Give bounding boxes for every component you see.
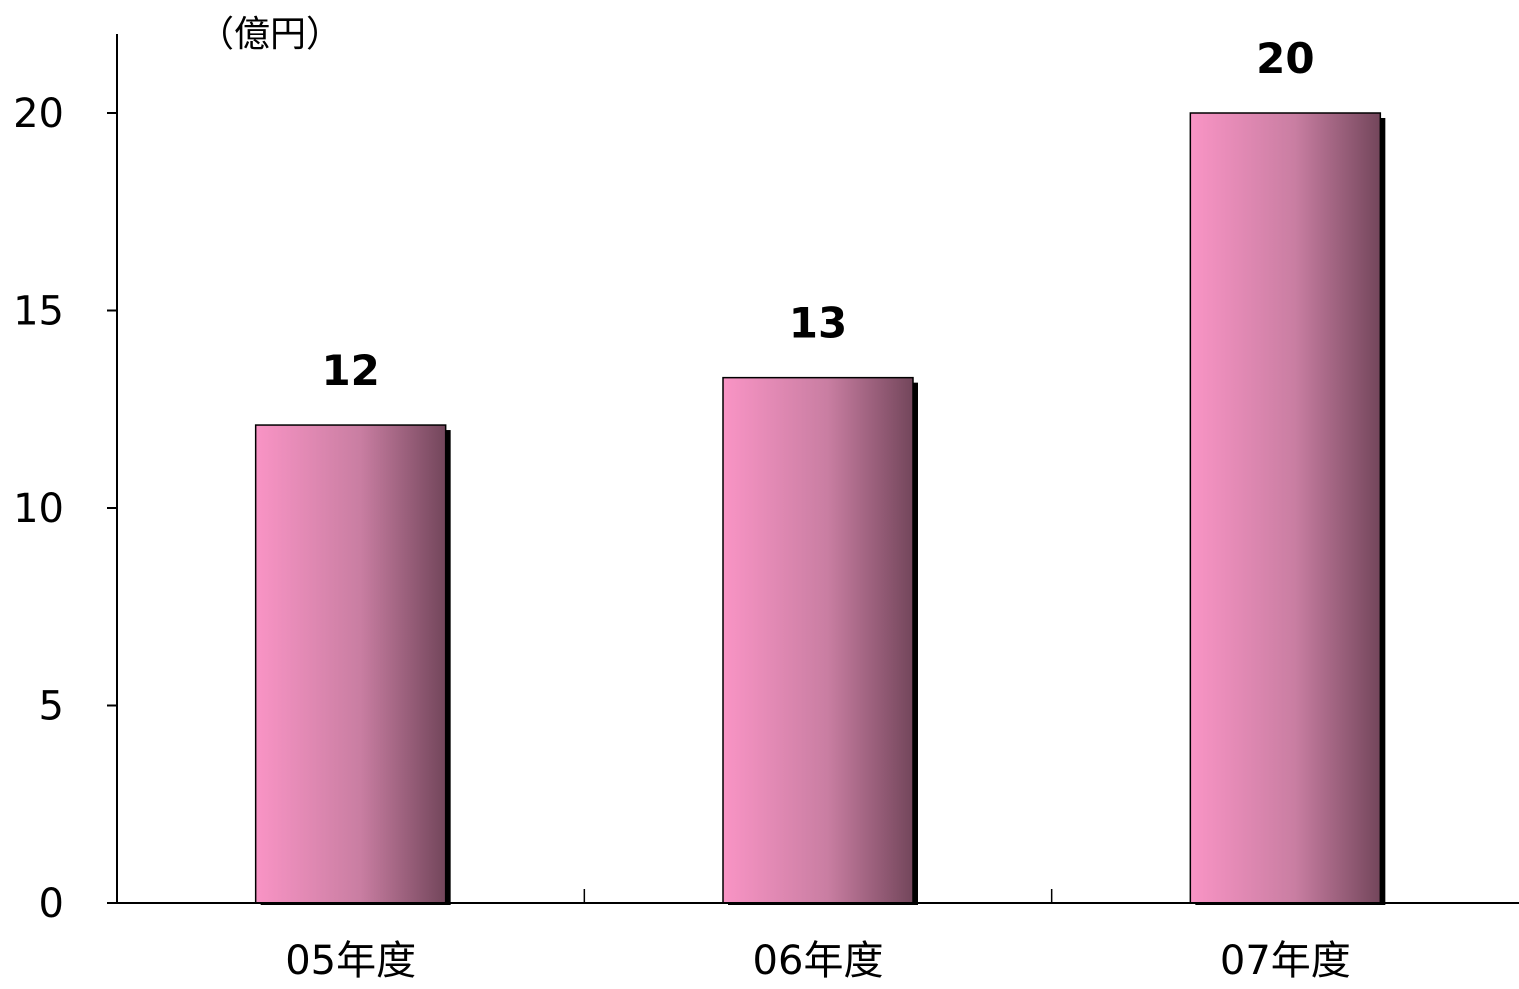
x-category-label: 05年度 — [285, 938, 416, 984]
bar-value-label: 12 — [321, 346, 379, 395]
bar — [254, 424, 447, 904]
y-tick-label: 15 — [13, 289, 64, 335]
y-tick-label: 5 — [39, 684, 64, 730]
x-axis: 05年度 06年度 07年度 — [117, 889, 1519, 984]
y-tick-label: 20 — [13, 91, 64, 137]
x-category-label: 07年度 — [1220, 938, 1351, 984]
y-axis-ticks: 0 5 10 15 20 — [13, 34, 118, 927]
x-category-label: 06年度 — [753, 938, 884, 984]
bar — [1189, 112, 1382, 904]
bar-value-label: 20 — [1256, 34, 1314, 83]
y-tick-label: 10 — [13, 486, 64, 532]
y-axis-unit-label: （億円） — [198, 14, 342, 55]
y-tick-label: 0 — [39, 881, 64, 927]
bars: 12 13 20 — [254, 34, 1386, 905]
bar — [722, 376, 914, 904]
bar-value-label: 13 — [789, 299, 847, 348]
